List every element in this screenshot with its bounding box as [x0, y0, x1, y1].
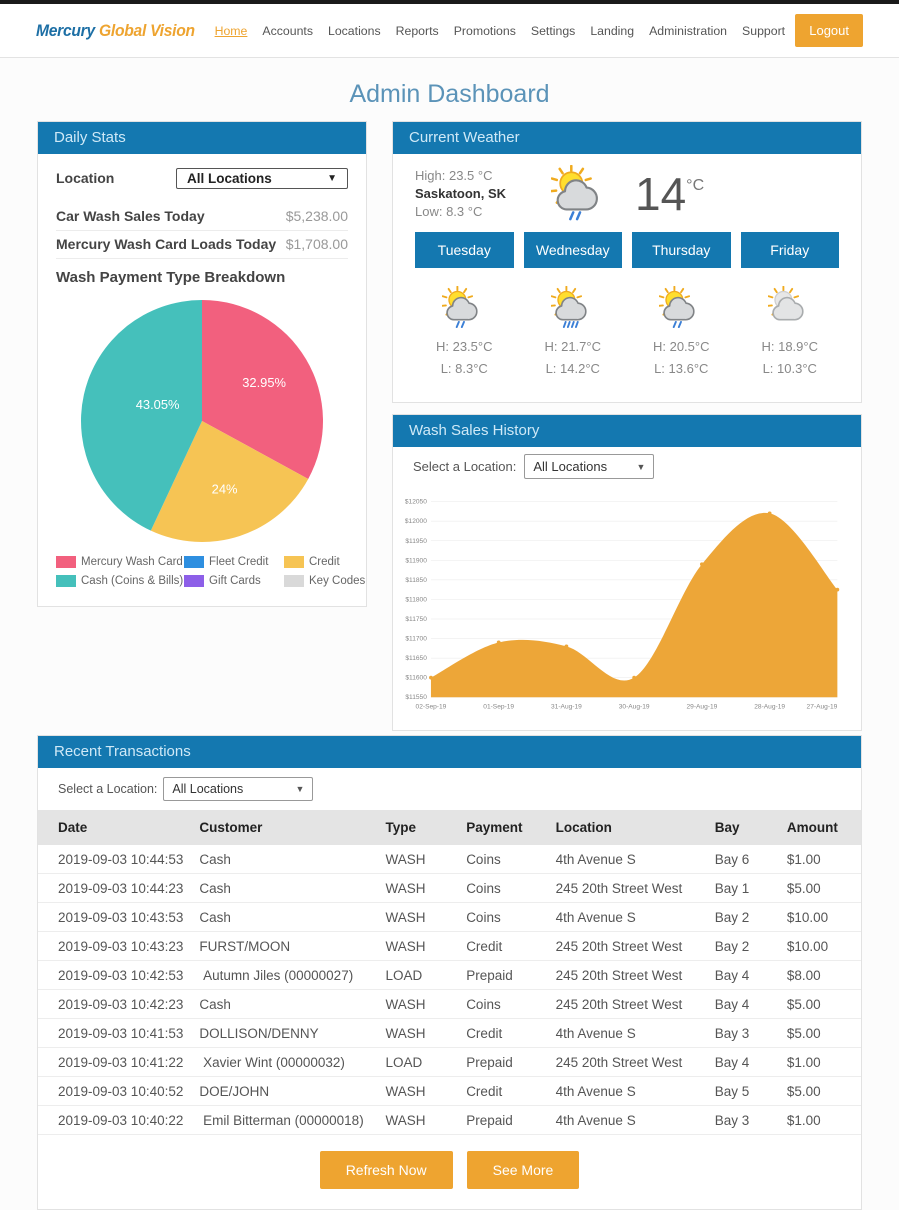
svg-text:$11650: $11650: [405, 655, 427, 662]
svg-text:$11750: $11750: [405, 616, 427, 623]
svg-text:$12000: $12000: [405, 518, 427, 525]
svg-text:$11550: $11550: [405, 694, 427, 701]
svg-text:43.05%: 43.05%: [136, 396, 180, 411]
svg-text:31-Aug-19: 31-Aug-19: [551, 704, 582, 711]
svg-text:30-Aug-19: 30-Aug-19: [619, 704, 650, 711]
svg-text:$12050: $12050: [405, 499, 427, 506]
svg-text:$11700: $11700: [405, 636, 427, 643]
svg-text:$11900: $11900: [405, 558, 427, 565]
svg-text:29-Aug-19: 29-Aug-19: [686, 704, 717, 711]
svg-text:32.95%: 32.95%: [242, 375, 286, 390]
svg-text:$11950: $11950: [405, 538, 427, 545]
svg-text:24%: 24%: [212, 481, 238, 496]
svg-text:02-Sep-19: 02-Sep-19: [416, 704, 447, 711]
svg-text:$11850: $11850: [405, 577, 427, 584]
svg-text:$11800: $11800: [405, 597, 427, 604]
svg-text:28-Aug-19: 28-Aug-19: [754, 704, 785, 711]
svg-text:$11600: $11600: [405, 675, 427, 682]
svg-text:27-Aug-19: 27-Aug-19: [807, 704, 838, 711]
svg-text:01-Sep-19: 01-Sep-19: [483, 704, 514, 711]
